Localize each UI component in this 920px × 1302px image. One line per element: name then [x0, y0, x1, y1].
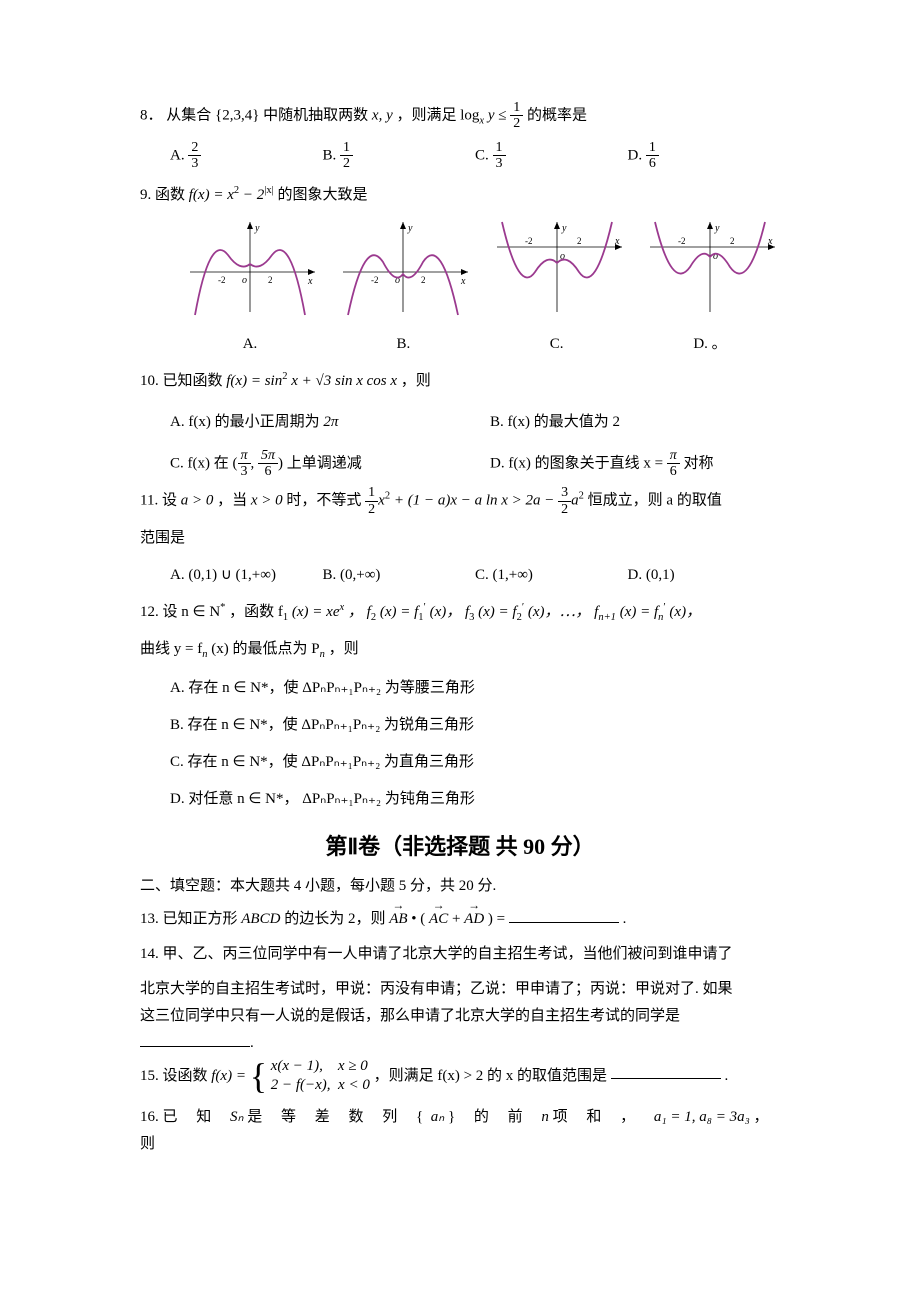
q8-num: 8．	[140, 107, 163, 123]
graph-a-svg: y x o -2 2	[180, 217, 320, 317]
q10-post: ，则	[401, 373, 431, 389]
q9-graph-c: y x o -2 2	[487, 217, 627, 327]
q8-frac: 12	[510, 100, 523, 132]
question-8: 8． 从集合 {2,3,4} 中随机抽取两数 x, y ，则满足 logx y …	[140, 100, 780, 132]
q12-opt-c: C. 存在 n ∈ N*，使 ΔPₙPₙ₊₁Pₙ₊₂ 为直角三角形	[170, 749, 780, 776]
q10-opt-c: C. f(x) 在 (π3, 5π6) 上单调递减	[140, 448, 460, 480]
q11-line2: 范围是	[140, 525, 780, 552]
q9-text: 函数	[155, 187, 189, 203]
q8-options: A. 23 B. 12 C. 13 D. 16	[170, 140, 780, 172]
q9-labels: A. B. C. D. 。	[180, 331, 780, 358]
question-16: 16. 已 知 Sₙ 是 等 差 数 列 {aₙ } 的 前 n 项 和 ， a…	[140, 1104, 780, 1158]
question-12: 12. 设 n ∈ N* ，函数 f1 (x) = xex ， f2 (x) =…	[140, 599, 780, 628]
svg-text:y: y	[714, 223, 720, 234]
svg-text:x: x	[307, 276, 313, 287]
q12-opt-b: B. 存在 n ∈ N*，使 ΔPₙPₙ₊₁Pₙ₊₂ 为锐角三角形	[170, 712, 780, 739]
q15-blank	[611, 1063, 721, 1080]
q9-post: 的图象大致是	[277, 187, 367, 203]
question-9: 9. 函数 f(x) = x2 − 2|x| 的图象大致是	[140, 182, 780, 209]
q8-opt-a: A. 23	[170, 140, 323, 172]
svg-text:2: 2	[268, 275, 273, 285]
q10-num: 10.	[140, 373, 163, 389]
svg-text:2: 2	[421, 275, 426, 285]
q8-vars: x, y	[372, 107, 393, 123]
q12-opt-a: A. 存在 n ∈ N*，使 ΔPₙPₙ₊₁Pₙ₊₂ 为等腰三角形	[170, 675, 780, 702]
q11-opt-c: C. (1,+∞)	[475, 562, 628, 589]
q13-num: 13.	[140, 911, 163, 927]
q10-pre: 已知函数	[163, 373, 227, 389]
question-11: 11. 设 a > 0 ，当 x > 0 时，不等式 12x2 + (1 − a…	[140, 485, 780, 517]
q10-fn: f(x) = sin	[226, 373, 282, 389]
q16-num: 16.	[140, 1109, 163, 1125]
q11-opt-a: A. (0,1) ∪ (1,+∞)	[170, 562, 323, 589]
svg-text:-2: -2	[371, 275, 379, 285]
svg-text:-2: -2	[678, 236, 686, 246]
svg-text:x: x	[614, 236, 620, 247]
q14-blank	[140, 1030, 250, 1047]
q10-opt-d: D. f(x) 的图象关于直线 x = π6 对称	[460, 448, 780, 480]
q14-num: 14.	[140, 946, 163, 962]
q10-mid: x + √3 sin x cos x	[291, 373, 397, 389]
q8-log-sub: x	[479, 115, 484, 126]
q8-opt-d: D. 16	[628, 140, 781, 172]
svg-text:x: x	[460, 276, 466, 287]
q12-num: 12.	[140, 604, 163, 620]
q8-text-pre: 从集合 {2,3,4} 中随机抽取两数	[166, 107, 372, 123]
q9-graph-d: y x o -2 2	[640, 217, 780, 327]
svg-text:-2: -2	[525, 236, 533, 246]
svg-text:x: x	[767, 236, 773, 247]
q10-opt-b: B. f(x) 的最大值为 2	[460, 409, 780, 436]
q8-text-mid: ，则满足 log	[397, 107, 480, 123]
section-2-title: 第Ⅱ卷（非选择题 共 90 分）	[140, 827, 780, 867]
section-2-sub: 二、填空题：本大题共 4 小题，每小题 5 分，共 20 分.	[140, 873, 780, 900]
q8-opt-c: C. 13	[475, 140, 628, 172]
vector-ac: AC	[429, 906, 448, 933]
graph-c-svg: y x o -2 2	[487, 217, 627, 317]
q10-row1: A. f(x) 的最小正周期为 2π B. f(x) 的最大值为 2	[140, 403, 780, 442]
q14-l3: 这三位同学中只有一人说的是假话，那么申请了北京大学的自主招生考试的同学是.	[140, 1003, 780, 1057]
graph-d-svg: y x o -2 2	[640, 217, 780, 317]
svg-text:y: y	[407, 223, 413, 234]
q8-mid2: y ≤	[488, 107, 510, 123]
q9-graph-a: y x o -2 2	[180, 217, 320, 327]
piecewise-function: { x(x − 1), x ≥ 0 2 − f(−x), x < 0	[250, 1057, 370, 1096]
vector-ab: AB	[389, 906, 407, 933]
q11-opt-b: B. (0,+∞)	[323, 562, 476, 589]
question-13: 13. 已知正方形 ABCD 的边长为 2，则 AB • ( AC + AD )…	[140, 906, 780, 933]
q9-label-d: D. 。	[640, 331, 780, 358]
q10-row2: C. f(x) 在 (π3, 5π6) 上单调递减 D. f(x) 的图象关于直…	[140, 442, 780, 486]
vector-ad: AD	[464, 906, 484, 933]
q9-mid: − 2	[243, 187, 264, 203]
svg-text:-2: -2	[218, 275, 226, 285]
q11-num: 11.	[140, 493, 162, 509]
q11-options: A. (0,1) ∪ (1,+∞) B. (0,+∞) C. (1,+∞) D.…	[170, 562, 780, 589]
q11-opt-d: D. (0,1)	[628, 562, 781, 589]
q9-graph-b: y x o -2 2	[333, 217, 473, 327]
svg-text:o: o	[713, 251, 718, 262]
q12-options: A. 存在 n ∈ N*，使 ΔPₙPₙ₊₁Pₙ₊₂ 为等腰三角形 B. 存在 …	[140, 675, 780, 813]
svg-text:2: 2	[577, 236, 582, 246]
q12-opt-d: D. 对任意 n ∈ N*， ΔPₙPₙ₊₁Pₙ₊₂ 为钝角三角形	[170, 786, 780, 813]
q9-graphs: y x o -2 2 y x o -2 2 y x	[180, 217, 780, 327]
question-10: 10. 已知函数 f(x) = sin2 x + √3 sin x cos x …	[140, 368, 780, 395]
q15-num: 15.	[140, 1067, 163, 1083]
q8-text-post: 的概率是	[527, 107, 587, 123]
graph-b-svg: y x o -2 2	[333, 217, 473, 317]
q8-opt-b: B. 12	[323, 140, 476, 172]
svg-text:y: y	[561, 223, 567, 234]
question-15: 15. 设函数 f(x) = { x(x − 1), x ≥ 0 2 − f(−…	[140, 1057, 780, 1096]
q13-blank	[509, 906, 619, 923]
question-14: 14. 甲、乙、丙三位同学中有一人申请了北京大学的自主招生考试，当他们被问到谁申…	[140, 941, 780, 968]
q9-num: 9.	[140, 187, 155, 203]
svg-text:2: 2	[730, 236, 735, 246]
svg-text:y: y	[254, 223, 260, 234]
q9-label-b: B.	[333, 331, 473, 358]
q12-line2: 曲线 y = fn (x) 的最低点为 Pn ，则	[140, 636, 780, 665]
q9-label-a: A.	[180, 331, 320, 358]
q9-fn: f(x) = x	[189, 187, 234, 203]
q14-l2: 北京大学的自主招生考试时，甲说：丙没有申请；乙说：甲申请了；丙说：甲说对了. 如…	[140, 976, 780, 1003]
q9-label-c: C.	[487, 331, 627, 358]
q10-opt-a: A. f(x) 的最小正周期为 2π	[140, 409, 460, 436]
svg-text:o: o	[242, 275, 247, 286]
